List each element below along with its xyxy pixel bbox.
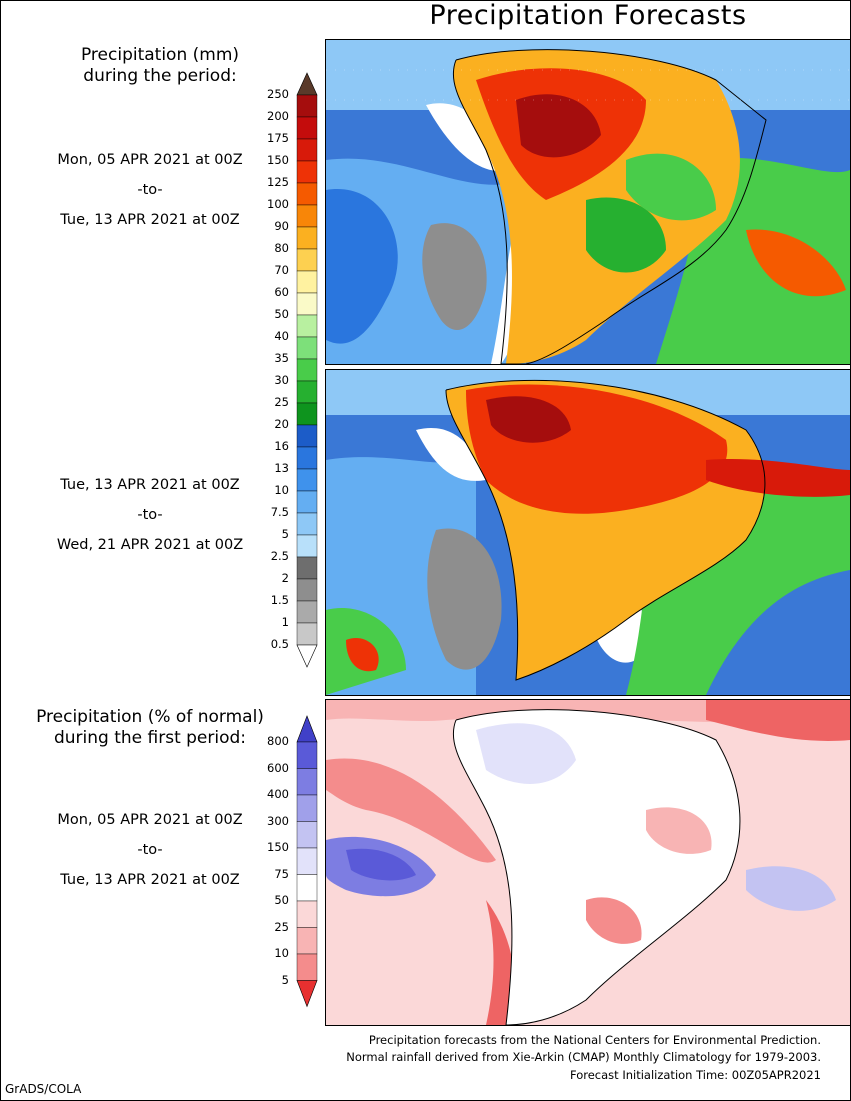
period2-end: Wed, 21 APR 2021 at 00Z bbox=[56, 537, 244, 553]
precip-scale-swatch bbox=[296, 380, 318, 404]
precip-scale-tick-label: 20 bbox=[274, 417, 289, 431]
precip-scale-swatch bbox=[296, 556, 318, 580]
precip-scale-tick-label: 13 bbox=[274, 461, 289, 475]
precip-scale-tick-label: 10 bbox=[274, 483, 289, 497]
period1-start: Mon, 05 APR 2021 at 00Z bbox=[57, 152, 243, 168]
precip-scale-swatch bbox=[296, 204, 318, 228]
pct-scale-tick-label: 800 bbox=[267, 734, 289, 748]
precip-scale-tick-label: 150 bbox=[267, 153, 289, 167]
pct-scale-bottom-arrow bbox=[296, 980, 318, 1008]
precip-scale-tick-label: 125 bbox=[267, 175, 289, 189]
precip-scale-swatch bbox=[296, 512, 318, 536]
pct-scale-swatch bbox=[296, 847, 318, 875]
precip-scale-tick-label: 30 bbox=[274, 373, 289, 387]
pct-scale-swatch bbox=[296, 821, 318, 849]
map-percent-of-normal bbox=[325, 699, 851, 1026]
pct-heading-line1: Precipitation (% of normal) bbox=[36, 707, 264, 727]
map-period2-precipitation bbox=[325, 369, 851, 696]
page-title: Precipitation Forecasts bbox=[429, 0, 747, 31]
precip-heading-line2: during the period: bbox=[83, 66, 237, 86]
precip-scale-tick-label: 1.5 bbox=[270, 593, 289, 607]
period3-to: -to- bbox=[137, 842, 163, 858]
precip-scale-tick-label: 7.5 bbox=[270, 505, 289, 519]
period1-to: -to- bbox=[137, 182, 163, 198]
precip-scale-tick-label: 80 bbox=[274, 241, 289, 255]
precip-scale-tick-label: 40 bbox=[274, 329, 289, 343]
precip-scale-tick-label: 200 bbox=[267, 109, 289, 123]
precip-scale-bottom-arrow bbox=[296, 644, 318, 668]
period1-end: Tue, 13 APR 2021 at 00Z bbox=[60, 212, 240, 228]
precip-scale-tick-label: 2 bbox=[281, 571, 289, 585]
pct-scale-tick-label: 300 bbox=[267, 813, 289, 828]
period3-end: Tue, 13 APR 2021 at 00Z bbox=[60, 872, 240, 888]
pct-scale-swatch bbox=[296, 874, 318, 902]
precip-scale-swatch bbox=[296, 468, 318, 492]
precip-scale-tick-label: 2.5 bbox=[270, 549, 289, 563]
footer-climatology-line: Normal rainfall derived from Xie-Arkin (… bbox=[346, 1050, 821, 1064]
precip-scale-swatch bbox=[296, 314, 318, 338]
pct-heading-line2: during the first period: bbox=[53, 728, 247, 748]
period3-start: Mon, 05 APR 2021 at 00Z bbox=[57, 812, 243, 828]
pct-scale-tick-label: 600 bbox=[267, 760, 289, 775]
precip-scale-swatch bbox=[296, 622, 318, 646]
precip-scale-swatch bbox=[296, 138, 318, 162]
pct-scale-swatch bbox=[296, 794, 318, 822]
precip-scale-swatch bbox=[296, 490, 318, 514]
precip-scale-swatch bbox=[296, 424, 318, 448]
precip-scale-top-arrow bbox=[296, 72, 318, 96]
precip-scale-swatch bbox=[296, 248, 318, 272]
precip-scale-swatch bbox=[296, 292, 318, 316]
precip-scale-tick-label: 250 bbox=[267, 87, 289, 101]
precip-scale-swatch bbox=[296, 336, 318, 360]
precip-scale-swatch bbox=[296, 358, 318, 382]
period2-start: Tue, 13 APR 2021 at 00Z bbox=[60, 477, 240, 493]
precip-scale-tick-label: 90 bbox=[274, 219, 289, 233]
precip-scale-swatch bbox=[296, 116, 318, 140]
precip-scale-tick-label: 60 bbox=[274, 285, 289, 299]
pct-scale-tick-label: 400 bbox=[267, 787, 289, 801]
precip-scale-swatch bbox=[296, 226, 318, 250]
pct-scale-tick-label: 10 bbox=[274, 946, 289, 960]
precip-scale-tick-label: 1 bbox=[281, 615, 289, 629]
pct-scale-tick-label: 75 bbox=[274, 866, 289, 881]
precip-scale-swatch bbox=[296, 182, 318, 206]
precip-scale-swatch bbox=[296, 534, 318, 558]
precip-scale-tick-label: 5 bbox=[281, 527, 289, 541]
precip-scale-tick-label: 50 bbox=[274, 307, 289, 321]
pct-scale-swatch bbox=[296, 741, 318, 769]
pct-scale-tick-label: 25 bbox=[274, 919, 289, 934]
footer-source-line: Precipitation forecasts from the Nationa… bbox=[368, 1033, 821, 1047]
pct-scale-swatch bbox=[296, 768, 318, 796]
precip-scale-tick-label: 0.5 bbox=[270, 637, 289, 651]
precip-scale-swatch bbox=[296, 446, 318, 470]
pct-scale-top-arrow bbox=[296, 715, 318, 743]
pct-scale-swatch bbox=[296, 900, 318, 928]
period2-to: -to- bbox=[137, 507, 163, 523]
footer-init-time: Forecast Initialization Time: 00Z05APR20… bbox=[570, 1068, 821, 1082]
precip-scale-swatch bbox=[296, 270, 318, 294]
precip-scale-tick-label: 25 bbox=[274, 395, 289, 409]
software-credit: GrADS/COLA bbox=[5, 1082, 82, 1096]
precip-scale-tick-label: 16 bbox=[274, 439, 289, 453]
precip-scale-swatch bbox=[296, 600, 318, 624]
precip-scale-swatch bbox=[296, 160, 318, 184]
pct-scale-tick-label: 150 bbox=[267, 840, 289, 854]
precip-heading-line1: Precipitation (mm) bbox=[80, 45, 240, 65]
precip-scale-swatch bbox=[296, 402, 318, 426]
pct-scale-swatch bbox=[296, 927, 318, 955]
pct-scale-tick-label: 5 bbox=[281, 972, 289, 987]
pct-scale-swatch bbox=[296, 953, 318, 981]
precip-scale-tick-label: 70 bbox=[274, 263, 289, 277]
precip-scale-tick-label: 35 bbox=[274, 351, 289, 365]
map-period1-precipitation bbox=[325, 39, 851, 365]
precip-scale-swatch bbox=[296, 94, 318, 118]
precip-scale-tick-label: 100 bbox=[267, 197, 289, 211]
precip-scale-tick-label: 175 bbox=[267, 131, 289, 145]
precip-scale-swatch bbox=[296, 578, 318, 602]
pct-scale-tick-label: 50 bbox=[274, 893, 289, 907]
